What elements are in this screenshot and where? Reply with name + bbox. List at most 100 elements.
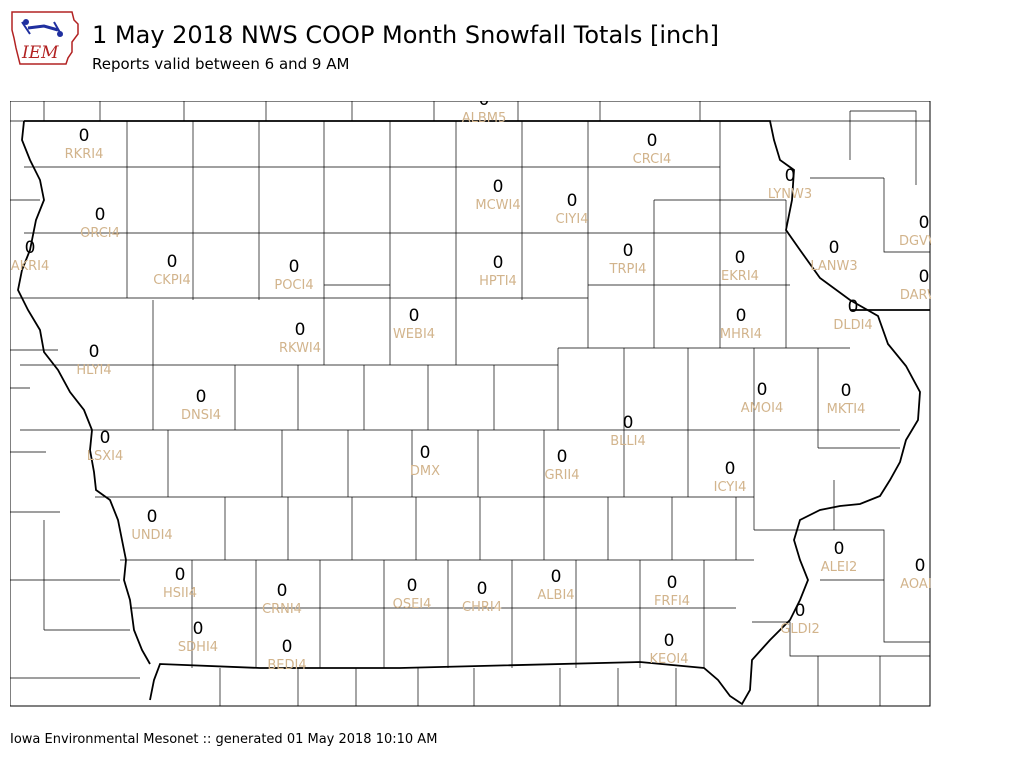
station-value: 0 (493, 253, 504, 273)
map-subtitle: Reports valid between 6 and 9 AM (92, 55, 350, 73)
station-id-label: POCI4 (274, 278, 313, 293)
station-id-label: RKRI4 (65, 147, 104, 162)
station-id-label: SDHI4 (178, 640, 218, 655)
station-id-label: LANW3 (810, 259, 857, 274)
station-id-label: KEOI4 (649, 652, 688, 667)
station-value: 0 (623, 413, 634, 433)
station-id-label: UNDI4 (131, 528, 172, 543)
station-marker-albm5: 0ALBM5 (462, 101, 507, 126)
station-id-label: CKPI4 (153, 273, 191, 288)
station-value: 0 (196, 387, 207, 407)
station-id-label: ICYI4 (714, 480, 747, 495)
station-value: 0 (667, 573, 678, 593)
county-boundaries (10, 101, 930, 706)
station-value: 0 (557, 447, 568, 467)
station-id-label: DNSI4 (181, 408, 221, 423)
station-value: 0 (79, 126, 90, 146)
county-map: 0ALBM50RKRI40CRCI40LYNW30MCWI40CIYI40ORC… (10, 101, 931, 707)
station-value: 0 (664, 631, 675, 651)
station-value: 0 (409, 306, 420, 326)
station-id-label: GLDI2 (780, 622, 819, 637)
snowfall-map: 0ALBM50RKRI40CRCI40LYNW30MCWI40CIYI40ORC… (10, 101, 931, 707)
station-id-label: DARW3 (900, 288, 931, 303)
station-id-label: LYNW3 (768, 187, 812, 202)
station-value: 0 (289, 257, 300, 277)
station-id-label: HPTI4 (479, 274, 517, 289)
station-value: 0 (95, 205, 106, 225)
station-value: 0 (175, 565, 186, 585)
station-value: 0 (420, 443, 431, 463)
station-value: 0 (100, 428, 111, 448)
station-value: 0 (829, 238, 840, 258)
station-id-label: TRPI4 (609, 262, 647, 277)
station-value: 0 (282, 637, 293, 657)
station-value: 0 (785, 166, 796, 186)
station-id-label: ALBM5 (462, 111, 507, 126)
station-value: 0 (193, 619, 204, 639)
station-id-label: EKRI4 (721, 269, 759, 284)
station-id-label: BLLI4 (610, 434, 646, 449)
station-value: 0 (407, 576, 418, 596)
station-value: 0 (551, 567, 562, 587)
station-value: 0 (834, 539, 845, 559)
station-value: 0 (493, 177, 504, 197)
station-value: 0 (725, 459, 736, 479)
station-id-label: AMOI4 (741, 401, 783, 416)
station-value: 0 (919, 267, 930, 287)
station-value: 0 (147, 507, 158, 527)
station-id-label: LSXI4 (87, 449, 124, 464)
station-id-label: FRFI4 (654, 594, 690, 609)
station-value: 0 (841, 381, 852, 401)
station-value: 0 (736, 306, 747, 326)
iowa-outline-logo-icon: IEM (11, 11, 79, 65)
station-id-label: RKWI4 (279, 341, 321, 356)
station-value: 0 (757, 380, 768, 400)
station-id-label: MCWI4 (475, 198, 520, 213)
station-value: 0 (735, 248, 746, 268)
state-border (17, 120, 930, 706)
map-title: 1 May 2018 NWS COOP Month Snowfall Total… (92, 21, 719, 49)
station-marker-darw3: 0DARW3 (900, 267, 931, 303)
station-marker-dgvw3: 0DGVW3 (899, 213, 931, 249)
footer-credit: Iowa Environmental Mesonet :: generated … (10, 732, 438, 747)
station-id-label: MHRI4 (720, 327, 762, 342)
station-id-label: CRCI4 (633, 152, 672, 167)
station-value: 0 (295, 320, 306, 340)
logo-text: IEM (21, 43, 59, 63)
station-id-label: AOAI2 (900, 577, 931, 592)
station-id-label: CRNI4 (262, 602, 302, 617)
station-id-label: DGVW3 (899, 234, 931, 249)
station-value: 0 (479, 101, 490, 110)
station-value: 0 (795, 601, 806, 621)
station-value: 0 (919, 213, 930, 233)
station-id-label: HSII4 (163, 586, 197, 601)
